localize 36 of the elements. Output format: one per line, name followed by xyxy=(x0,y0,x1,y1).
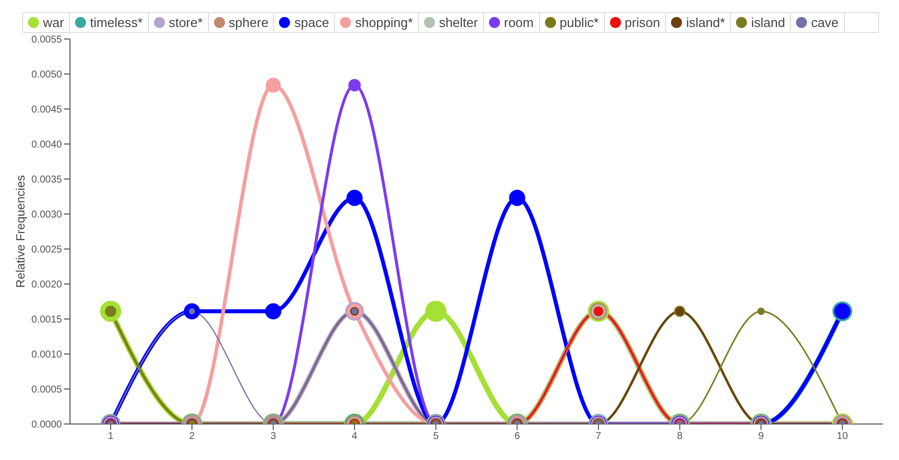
legend-label: space xyxy=(274,13,336,32)
y-tick-label: 0.0050 xyxy=(31,70,62,81)
y-tick-label: 0.0020 xyxy=(31,280,62,291)
y-tick-label: 0.0040 xyxy=(31,140,62,151)
legend-label: public* xyxy=(540,13,605,32)
y-tick-label: 0.0035 xyxy=(31,174,62,186)
legend-label: island xyxy=(731,13,792,32)
x-tick-label: 4 xyxy=(352,431,358,442)
x-tick-label: 3 xyxy=(270,431,276,442)
x-tick-label: 7 xyxy=(596,431,602,442)
x-tick-label: 6 xyxy=(514,431,520,442)
legend-label: cave xyxy=(791,13,845,32)
x-tick-label: 2 xyxy=(189,431,196,442)
y-tick-label: 0.0030 xyxy=(31,210,62,221)
x-tick-label: 9 xyxy=(758,431,764,442)
legend-label: island* xyxy=(666,13,732,32)
legend-label: war xyxy=(23,13,70,32)
y-tick-label: 0.0005 xyxy=(31,384,62,396)
y-tick-label: 0.0055 xyxy=(31,34,62,46)
y-tick-label: 0.0025 xyxy=(31,244,62,256)
y-tick-label: 0.0015 xyxy=(31,314,62,326)
legend-label: sphere xyxy=(208,13,274,32)
x-tick-label: 5 xyxy=(433,431,440,442)
legend-label: shopping* xyxy=(335,13,419,32)
x-tick-label: 1 xyxy=(108,431,114,442)
legend-label: store* xyxy=(148,13,209,32)
y-axis-title: Relative Frequencies xyxy=(13,175,28,288)
legend-label: room xyxy=(484,13,540,32)
legend-label: prison xyxy=(604,13,666,32)
y-tick-label: 0.0045 xyxy=(31,104,62,116)
x-tick-label: 10 xyxy=(836,431,848,442)
x-tick-label: 8 xyxy=(676,431,683,442)
legend-label: timeless* xyxy=(70,13,149,32)
legend-label: shelter xyxy=(418,13,484,32)
y-tick-label: 0.0010 xyxy=(31,350,62,361)
y-tick-label: 0.0000 xyxy=(31,420,62,431)
